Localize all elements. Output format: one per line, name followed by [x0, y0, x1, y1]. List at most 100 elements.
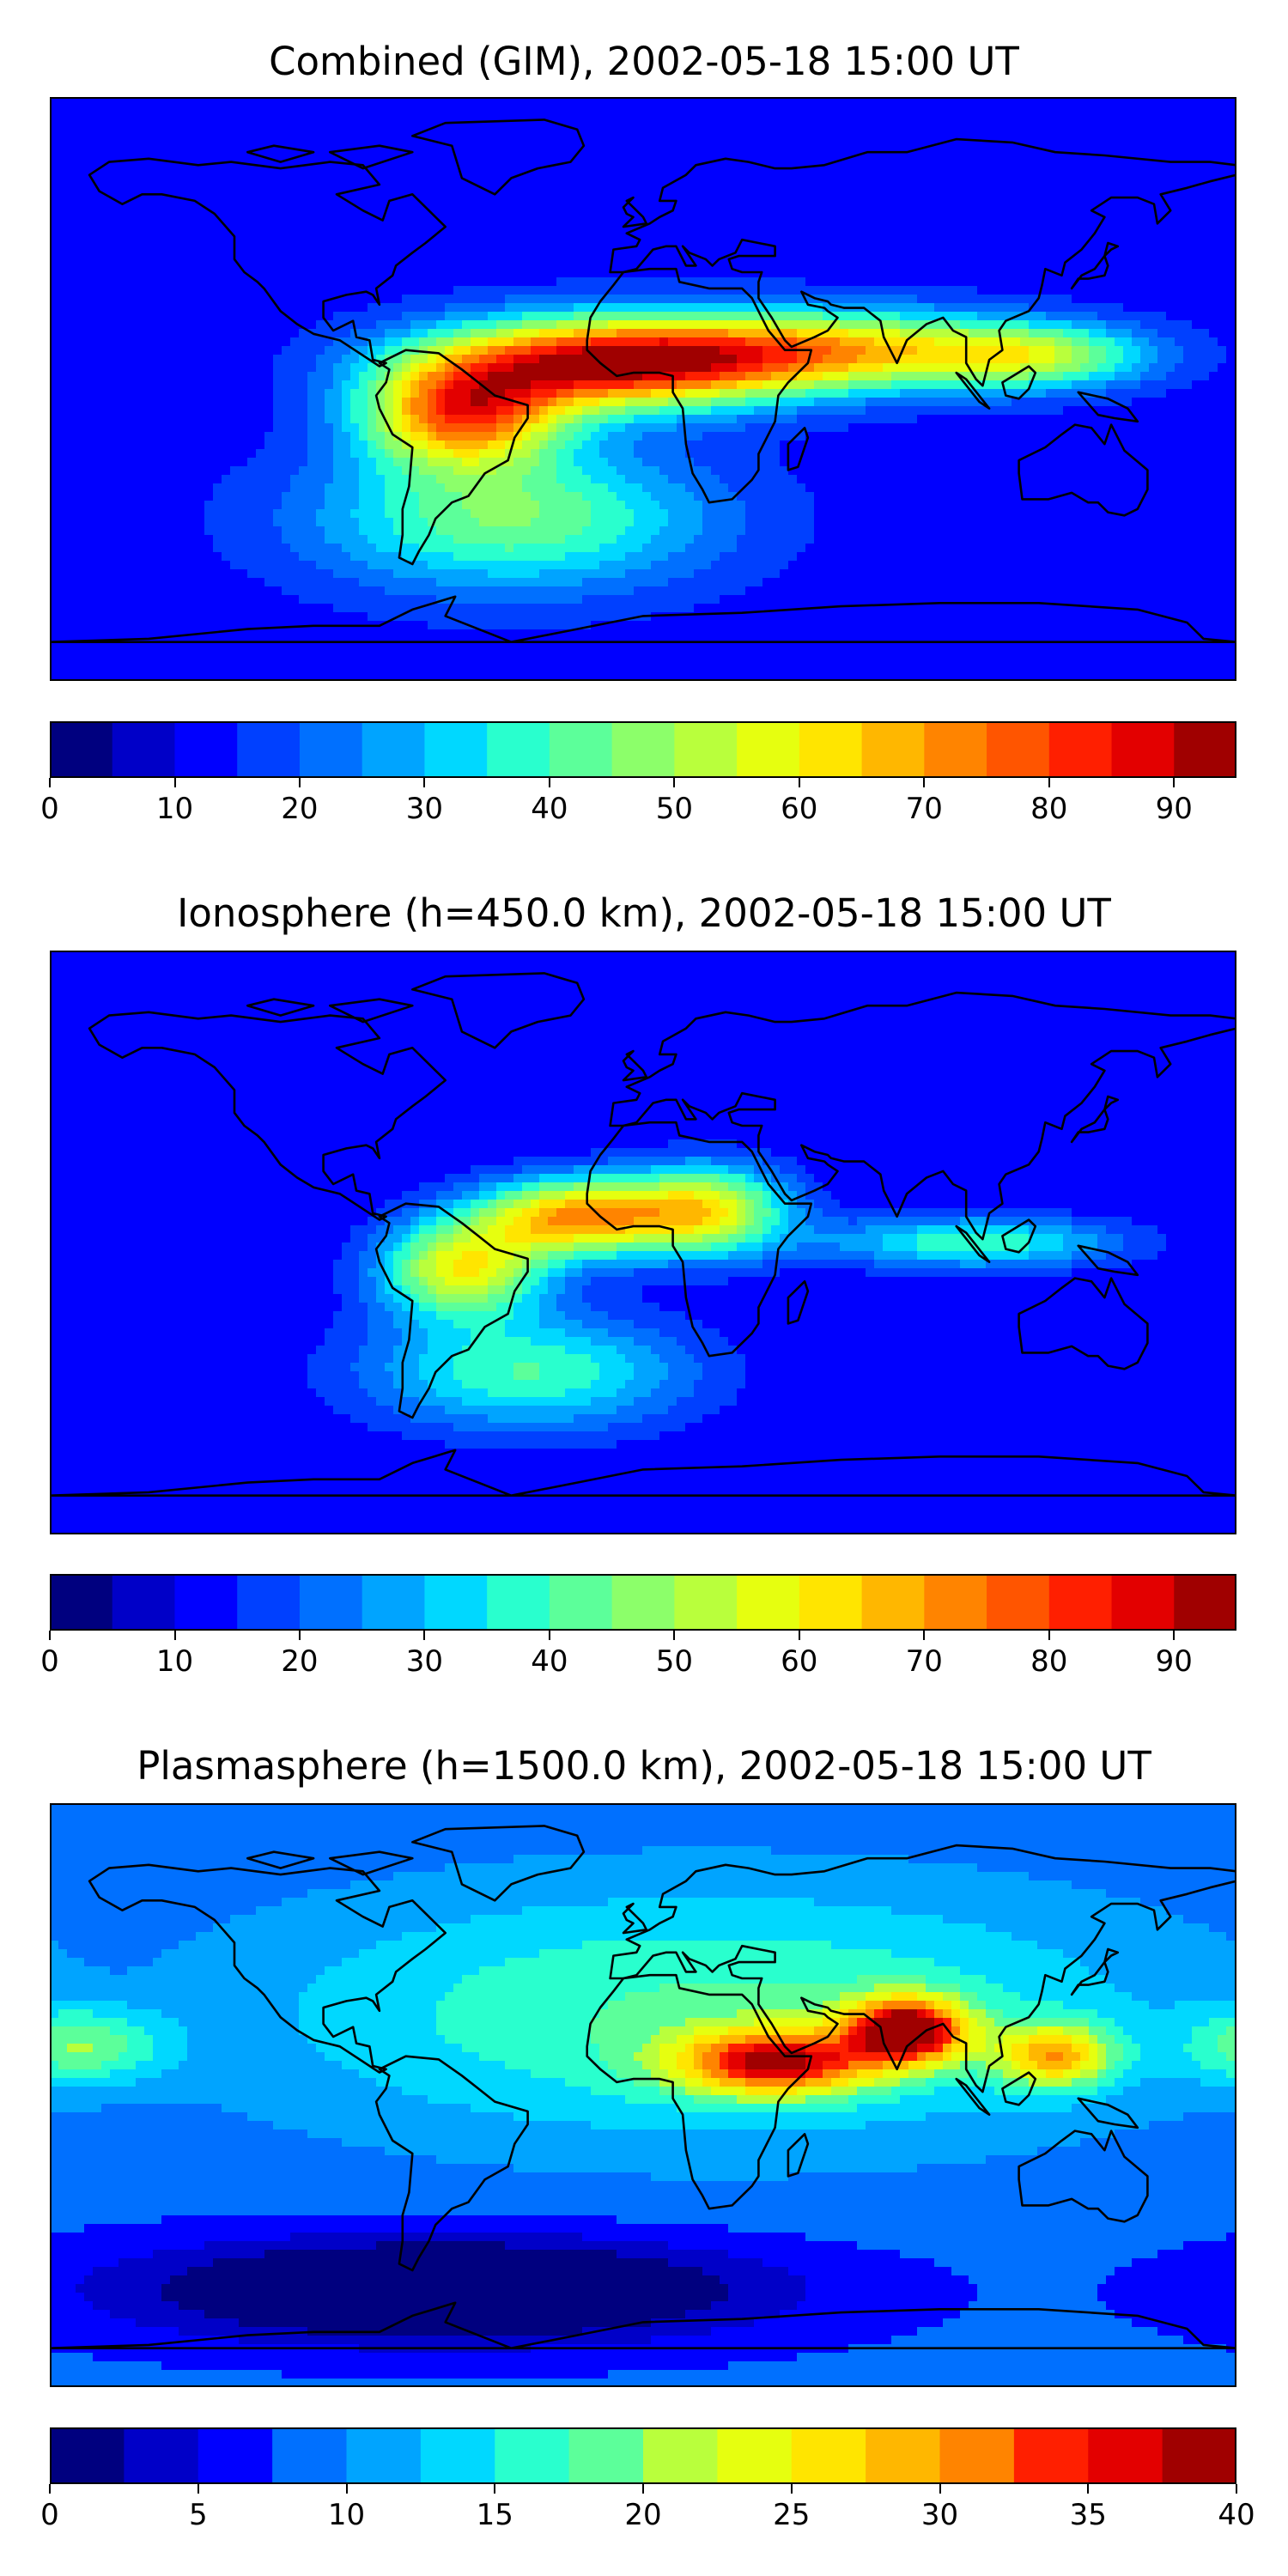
coastlines — [50, 118, 1236, 644]
map-svg — [50, 97, 1236, 681]
coastline — [1001, 2071, 1037, 2106]
tick-mark — [49, 2484, 51, 2494]
tick-mark — [790, 2484, 793, 2494]
coastline — [374, 2055, 529, 2272]
colorbar-bin — [272, 2427, 348, 2484]
colorbar-bin — [939, 2427, 1015, 2484]
panel-title: Plasmasphere (h=1500.0 km), 2002-05-18 1… — [0, 1743, 1288, 1789]
coastline — [586, 267, 813, 504]
coastline — [955, 2077, 991, 2117]
tick-label: 80 — [998, 792, 1101, 826]
colorbar-frame — [50, 721, 1236, 778]
panel-title: Combined (GIM), 2002-05-18 15:00 UT — [0, 39, 1288, 85]
colorbar-bin — [346, 2427, 422, 2484]
colorbar-bin — [50, 2427, 125, 2484]
colorbar-bin — [987, 1574, 1050, 1631]
coastline — [328, 998, 414, 1024]
map-combined — [50, 97, 1236, 681]
coastline — [246, 144, 315, 163]
coastline — [1077, 2097, 1139, 2129]
coastline — [622, 196, 648, 228]
tick-label: 20 — [248, 1644, 351, 1679]
coastline — [787, 1279, 810, 1325]
coastline — [88, 157, 447, 368]
coastline — [1018, 1277, 1149, 1370]
colorbar-bin — [611, 721, 675, 778]
tick-label: 30 — [373, 792, 476, 826]
tick-label: 10 — [124, 792, 227, 826]
tick-mark — [923, 778, 926, 787]
colorbar-bin — [237, 1574, 301, 1631]
coastline — [246, 998, 315, 1017]
colorbar-bin — [1048, 721, 1113, 778]
colorbar-bin — [1174, 721, 1236, 778]
colorbar-bin — [361, 721, 426, 778]
coastline — [1077, 391, 1139, 423]
colorbar-bin — [643, 2427, 718, 2484]
tick-label: 70 — [872, 1644, 975, 1679]
colorbar-bin — [50, 721, 113, 778]
colorbar-bin — [50, 1574, 113, 1631]
colorbar-bin — [112, 721, 176, 778]
coastline — [246, 1850, 315, 1869]
colorbar-bin — [717, 2427, 793, 2484]
tick-mark — [173, 778, 176, 787]
tick-label: 60 — [748, 792, 851, 826]
tick-mark — [1173, 1631, 1176, 1640]
tick-mark — [798, 1631, 800, 1640]
tick-label: 20 — [248, 792, 351, 826]
tick-label: 80 — [998, 1644, 1101, 1679]
colorbar-ticks: 0 10 20 30 40 50 60 70 80 90 — [40, 1631, 1236, 1679]
tick-label: 40 — [1185, 2498, 1288, 2532]
colorbar-bin — [487, 721, 550, 778]
colorbar-bin — [737, 1574, 800, 1631]
colorbar-bin — [299, 721, 363, 778]
tick-label: 40 — [498, 792, 601, 826]
tick-mark — [49, 1631, 51, 1640]
colorbar-svg — [50, 721, 1236, 778]
map-frame — [50, 951, 1236, 1534]
colorbar-bin — [924, 1574, 987, 1631]
map-svg — [50, 951, 1236, 1534]
colorbar-bin — [791, 2427, 866, 2484]
coastline — [328, 1850, 414, 1876]
tick-mark — [494, 2484, 496, 2494]
tick-label: 0 — [0, 1644, 101, 1679]
tick-mark — [197, 2484, 199, 2494]
coastline — [1070, 241, 1120, 290]
tick-label: 30 — [889, 2498, 992, 2532]
tick-mark — [1087, 2484, 1090, 2494]
colorbar-svg — [50, 1574, 1236, 1631]
colorbar-ionosphere — [50, 1574, 1236, 1631]
coastline — [1001, 365, 1037, 400]
tick-mark — [1048, 1631, 1050, 1640]
tick-mark — [345, 2484, 348, 2494]
tick-mark — [298, 1631, 301, 1640]
colorbar-bin — [420, 2427, 495, 2484]
colorbar-plasmasphere — [50, 2427, 1236, 2484]
coastline — [622, 1049, 648, 1082]
colorbar-bin — [611, 1574, 675, 1631]
colorbar-bin — [424, 1574, 488, 1631]
tick-mark — [798, 778, 800, 787]
panel-title: Ionosphere (h=450.0 km), 2002-05-18 15:0… — [0, 890, 1288, 937]
colorbar-bin — [674, 1574, 738, 1631]
tick-mark — [673, 1631, 676, 1640]
coastline — [609, 991, 1236, 1241]
tick-label: 35 — [1036, 2498, 1139, 2532]
tick-mark — [642, 2484, 644, 2494]
colorbar-bin — [799, 721, 863, 778]
tick-mark — [49, 778, 51, 787]
colorbar-bin — [799, 1574, 863, 1631]
tick-mark — [173, 1631, 176, 1640]
colorbar-bin — [495, 2427, 570, 2484]
map-svg — [50, 1803, 1236, 2387]
colorbar-bin — [299, 1574, 363, 1631]
colorbar-bin — [1162, 2427, 1236, 2484]
tick-label: 90 — [1122, 1644, 1225, 1679]
coastline — [328, 144, 414, 170]
colorbar-bin — [197, 2427, 273, 2484]
tick-label: 70 — [872, 792, 975, 826]
tick-mark — [298, 778, 301, 787]
coastline — [50, 2301, 1236, 2350]
